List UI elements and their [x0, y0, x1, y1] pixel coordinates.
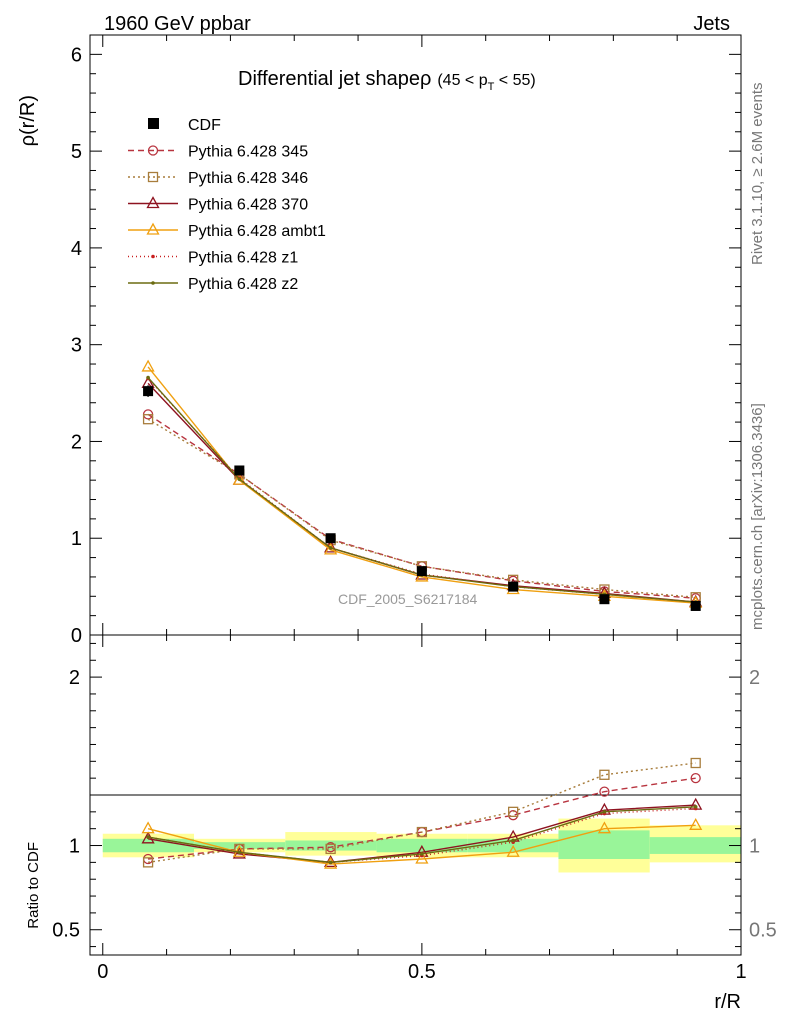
- main-series-marker: [146, 375, 150, 380]
- main-y-tick-label: 0: [71, 625, 82, 647]
- legend-marker: [147, 171, 159, 183]
- analysis-watermark: CDF_2005_S6217184: [338, 591, 478, 607]
- main-y-ticks: 0 1 2 3 4 5 6: [71, 34, 742, 647]
- ratio-inner-band: [102, 838, 195, 853]
- ratio-series-marker: [420, 852, 424, 856]
- legend-marker: [151, 254, 155, 259]
- cdf-data-layer: [143, 385, 701, 611]
- main-y-axis-label: ρ(r/R): [17, 95, 39, 146]
- ratio-series-marker: [511, 838, 515, 843]
- main-series-marker: [141, 359, 155, 372]
- legend-marker: [146, 196, 160, 209]
- main-y-tick-label: 3: [71, 335, 82, 357]
- cdf-data-point: [690, 600, 701, 611]
- legend-label: Pythia 6.428 z2: [188, 276, 298, 293]
- ratio-x-tick-label: 0: [97, 961, 108, 983]
- ratio-series-marker: [324, 856, 338, 869]
- ratio-inner-band: [558, 830, 650, 859]
- main-y-tick-label: 2: [71, 431, 82, 453]
- ratio-y-tick-label-right: 0.5: [749, 920, 777, 942]
- ratio-series-marker: [142, 857, 154, 868]
- legend: CDF Pythia 6.428 345 Pythia 6.428 346 Pythi…: [128, 117, 326, 293]
- ratio-series-marker: [141, 821, 155, 834]
- ratio-series-marker: [602, 810, 607, 814]
- ratio-series-marker: [325, 843, 336, 855]
- ratio-series-line: [147, 762, 696, 864]
- cdf-data-point: [234, 465, 245, 476]
- main-plot-panel: 0 1 2 3 4 5 6: [71, 34, 742, 647]
- legend-label: Pythia 6.428 370: [188, 197, 308, 214]
- ratio-y-tick-label: 1: [69, 836, 80, 858]
- ratio-series-marker: [146, 835, 150, 839]
- ratio-series-marker: [507, 806, 519, 817]
- main-series-marker: [232, 472, 246, 485]
- main-y-tick-label: 6: [71, 44, 82, 66]
- ratio-y-tick-label-right: 1: [749, 836, 760, 858]
- cdf-data-point: [599, 594, 610, 605]
- ratio-x-tick-label: 1: [735, 961, 746, 983]
- main-y-tick-label: 4: [71, 238, 82, 260]
- ratio-y-tick-label: 2: [69, 667, 80, 689]
- main-series-marker: [142, 414, 154, 425]
- legend-label: Pythia 6.428 z1: [188, 250, 298, 267]
- legend-marker: [146, 222, 160, 235]
- cdf-data-point: [416, 566, 427, 577]
- ratio-y-tick-label: 0.5: [52, 920, 80, 942]
- ratio-series-layer: [141, 757, 703, 869]
- ratio-inner-band: [649, 837, 741, 854]
- mcplots-reference-label: mcplots.cern.ch [arXiv:1306.3436]: [749, 403, 766, 630]
- ratio-y-tick-label-right: 2: [749, 667, 760, 689]
- ratio-series-marker: [690, 757, 701, 769]
- legend-marker: [147, 145, 159, 156]
- ratio-series-marker: [328, 860, 333, 865]
- cdf-data-point: [325, 533, 336, 544]
- ratio-x-tick-label: 0.5: [408, 961, 436, 983]
- energy-label: 1960 GeV ppbar: [104, 13, 251, 35]
- main-series-marker: [237, 477, 242, 481]
- ratio-series-marker: [690, 773, 701, 784]
- ratio-series-marker: [599, 769, 610, 780]
- legend-label: Pythia 6.428 346: [188, 170, 308, 187]
- legend-marker: [151, 281, 155, 285]
- legend-label: Pythia 6.428 ambt1: [188, 223, 326, 240]
- x-axis-label: r/R: [714, 991, 741, 1013]
- legend-label: CDF: [188, 117, 221, 134]
- ratio-inner-band: [285, 840, 377, 851]
- ratio-series-marker: [506, 844, 520, 857]
- ratio-y-axis-label: Ratio to CDF: [25, 842, 42, 929]
- ratio-series-marker: [689, 817, 703, 830]
- ratio-series-marker: [237, 850, 242, 855]
- rivet-version-label: Rivet 3.1.10, ≥ 2.6M events: [749, 83, 766, 266]
- main-title: Differential jet shapeρ (45 < pT < 55): [238, 68, 536, 93]
- legend-marker-cdf: [148, 118, 159, 129]
- cdf-data-point: [143, 386, 154, 397]
- ratio-series-marker: [416, 826, 428, 838]
- ratio-series-marker: [415, 851, 429, 864]
- process-label: Jets: [693, 13, 730, 35]
- legend-label: Pythia 6.428 345: [188, 144, 308, 161]
- ratio-series-marker: [599, 786, 610, 797]
- ratio-series-marker: [597, 821, 612, 834]
- cdf-data-point: [508, 581, 519, 592]
- main-y-tick-label: 1: [71, 528, 82, 550]
- ratio-series-marker: [693, 804, 698, 809]
- ratio-ticks: 0.5 0.51 12 20 0.5 1: [52, 635, 777, 983]
- main-y-tick-label: 5: [71, 141, 82, 163]
- main-series-marker: [328, 546, 333, 550]
- ratio-plot-panel: 0.5 0.51 12 20 0.5 1: [52, 634, 777, 983]
